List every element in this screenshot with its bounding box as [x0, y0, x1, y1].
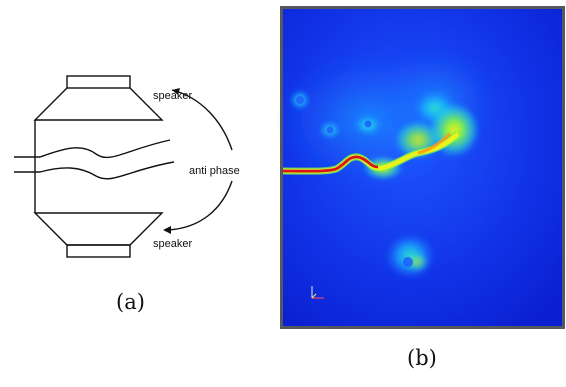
flow-field-image: [273, 6, 565, 329]
caption-b: (b): [407, 346, 437, 370]
arrow-to-top-speaker: [171, 89, 233, 151]
panel-b-simulation: [273, 0, 566, 387]
top-speaker-magnet: [66, 75, 131, 89]
top-speaker-cone: [33, 87, 164, 121]
arrowhead-bottom: [163, 226, 171, 234]
jet-lower-line: [14, 161, 175, 180]
arrow-to-bottom-speaker: [167, 180, 233, 231]
label-speaker-top: speaker: [153, 90, 192, 102]
axis-triad-icon: [311, 286, 324, 299]
jet-upper-line: [14, 139, 171, 159]
arrowhead-top: [172, 88, 180, 95]
panel-a-schematic: speaker anti phase speaker: [0, 0, 270, 330]
speaker-diagram: speaker anti phase speaker: [14, 75, 240, 258]
jet-core: [282, 155, 379, 173]
label-anti-phase: anti phase: [189, 165, 240, 177]
bottom-speaker-cone: [33, 212, 164, 246]
caption-a: (a): [116, 290, 145, 314]
bottom-speaker-magnet: [66, 244, 131, 258]
label-speaker-bottom: speaker: [153, 238, 192, 250]
